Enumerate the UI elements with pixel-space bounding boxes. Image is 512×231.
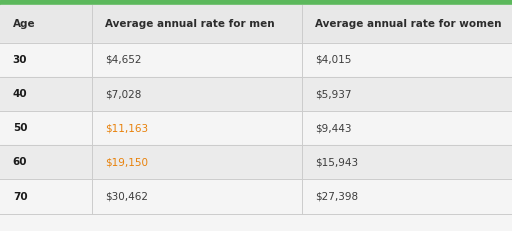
Bar xyxy=(0,145,512,179)
Text: $15,943: $15,943 xyxy=(315,157,358,167)
Text: Average annual rate for men: Average annual rate for men xyxy=(105,19,274,29)
Text: $19,150: $19,150 xyxy=(105,157,148,167)
Text: 40: 40 xyxy=(13,89,28,99)
Text: $4,015: $4,015 xyxy=(315,55,351,65)
Text: $7,028: $7,028 xyxy=(105,89,141,99)
Text: $27,398: $27,398 xyxy=(315,191,358,202)
Bar xyxy=(0,77,512,111)
Text: $5,937: $5,937 xyxy=(315,89,351,99)
Text: Age: Age xyxy=(13,19,35,29)
Text: $4,652: $4,652 xyxy=(105,55,141,65)
Bar xyxy=(0,43,512,77)
Text: Average annual rate for women: Average annual rate for women xyxy=(315,19,501,29)
Bar xyxy=(0,111,512,145)
Text: $30,462: $30,462 xyxy=(105,191,148,202)
Text: $11,163: $11,163 xyxy=(105,123,148,133)
Text: 70: 70 xyxy=(13,191,28,202)
Bar xyxy=(0,5,512,43)
Text: 50: 50 xyxy=(13,123,27,133)
Text: 60: 60 xyxy=(13,157,27,167)
Bar xyxy=(0,179,512,214)
Text: $9,443: $9,443 xyxy=(315,123,351,133)
Bar xyxy=(0,0,512,5)
Text: 30: 30 xyxy=(13,55,27,65)
